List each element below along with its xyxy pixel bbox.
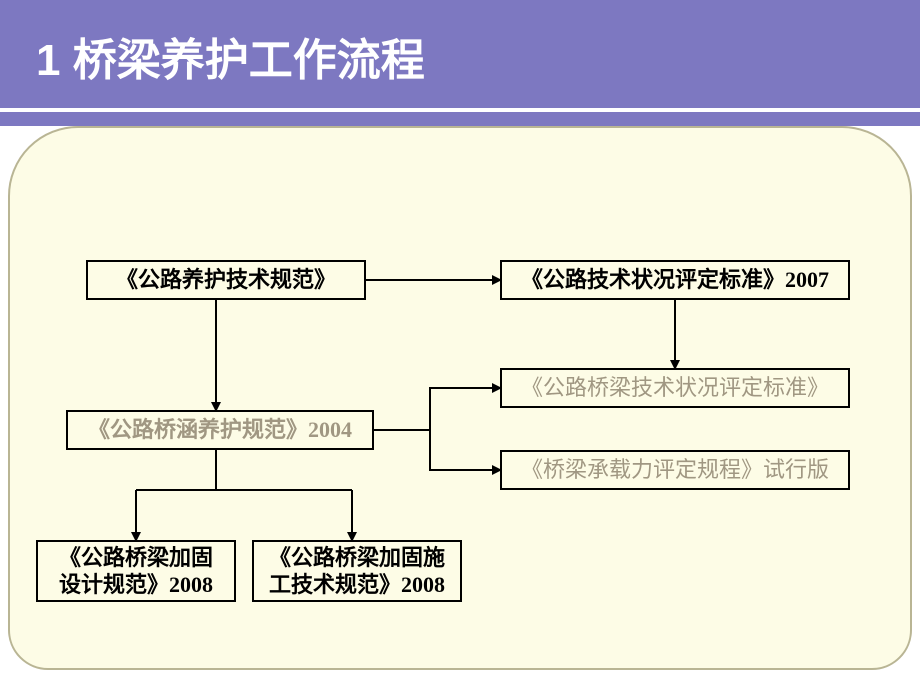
node-road-tech-eval-2007: 《公路技术状况评定标准》2007 xyxy=(500,260,850,300)
node-label: 《桥梁承载力评定规程》试行版 xyxy=(521,456,829,484)
node-bridge-tech-eval-std: 《公路桥梁技术状况评定标准》 xyxy=(500,368,850,408)
node-label: 《公路桥梁加固设计规范》2008 xyxy=(59,544,213,599)
node-label: 《公路桥梁加固施工技术规范》2008 xyxy=(269,544,445,599)
slide-title: 1 桥梁养护工作流程 xyxy=(36,24,425,88)
node-label: 《公路桥梁技术状况评定标准》 xyxy=(521,374,829,402)
node-reinforce-design-2008: 《公路桥梁加固设计规范》2008 xyxy=(36,540,236,602)
node-reinforce-construction-2008: 《公路桥梁加固施工技术规范》2008 xyxy=(252,540,462,602)
node-road-maintenance-spec: 《公路养护技术规范》 xyxy=(86,260,366,300)
node-label: 《公路桥涵养护规范》2004 xyxy=(88,416,352,444)
node-label: 《公路技术状况评定标准》2007 xyxy=(521,266,829,294)
node-label: 《公路养护技术规范》 xyxy=(116,266,336,294)
node-bridge-culvert-2004: 《公路桥涵养护规范》2004 xyxy=(66,410,374,450)
node-bearing-capacity-trial: 《桥梁承载力评定规程》试行版 xyxy=(500,450,850,490)
header-stripe-lower xyxy=(0,112,920,126)
